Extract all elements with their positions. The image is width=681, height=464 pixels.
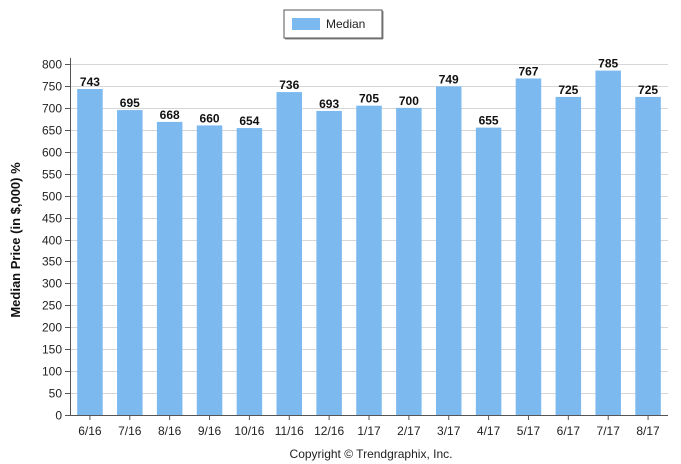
bar-12-16 — [316, 110, 342, 415]
bar-7-17 — [595, 70, 621, 416]
x-tick-label: 1/17 — [357, 424, 381, 438]
x-tick-label: 6/16 — [78, 424, 102, 438]
y-tick-label: 650 — [42, 124, 62, 138]
y-tick-label: 50 — [49, 387, 63, 401]
bar-9-16 — [196, 125, 223, 416]
data-label: 705 — [359, 92, 379, 106]
data-label: 767 — [518, 64, 538, 78]
data-label: 736 — [279, 78, 299, 92]
x-tick-label: 12/16 — [314, 424, 344, 438]
x-tick-label: 8/17 — [636, 424, 660, 438]
y-tick-label: 0 — [55, 409, 62, 423]
bar-8-17 — [635, 96, 661, 415]
bar-8-16 — [156, 121, 183, 415]
data-label: 749 — [439, 72, 459, 86]
data-label: 654 — [239, 114, 259, 128]
x-tick-label: 7/17 — [597, 424, 621, 438]
y-tick-label: 400 — [42, 234, 62, 248]
data-label: 700 — [399, 94, 419, 108]
copyright-text: Copyright © Trendgraphix, Inc. — [290, 447, 453, 461]
data-label: 743 — [80, 75, 100, 89]
legend: Median — [283, 9, 384, 40]
x-tick-label: 7/16 — [118, 424, 142, 438]
y-tick-label: 450 — [42, 212, 62, 226]
plot-area: 0 50 100 150 200 250 300 350 400 450 500 550 600 650 7… — [42, 57, 668, 438]
x-tick-label: 4/17 — [477, 424, 501, 438]
bar-10-16 — [236, 128, 263, 415]
x-tick-label: 8/16 — [158, 424, 182, 438]
data-label: 668 — [160, 108, 180, 122]
y-tick-label: 300 — [42, 277, 62, 291]
data-label: 695 — [120, 96, 140, 110]
y-tick-label: 150 — [42, 343, 62, 357]
x-tick-label: 9/16 — [198, 424, 222, 438]
bar-5-17 — [515, 78, 542, 415]
data-label: 725 — [638, 83, 658, 97]
y-tick-label: 750 — [42, 80, 62, 94]
x-tick-label: 6/17 — [557, 424, 581, 438]
y-tick-label: 550 — [42, 168, 62, 182]
x-tick-label: 3/17 — [437, 424, 461, 438]
data-label: 725 — [558, 83, 578, 97]
y-tick-label: 800 — [42, 58, 62, 72]
y-tick-label: 700 — [42, 102, 62, 116]
x-tick-label: 10/16 — [234, 424, 264, 438]
y-tick-label: 600 — [42, 146, 62, 160]
bar-6-17 — [555, 96, 582, 415]
x-tick-label: 5/17 — [517, 424, 541, 438]
bar-2-17 — [396, 107, 422, 415]
y-tick-label: 200 — [42, 321, 62, 335]
y-tick-label: 250 — [42, 299, 62, 313]
bar-3-17 — [435, 86, 462, 415]
data-label: 693 — [319, 97, 339, 111]
bar-11-16 — [276, 92, 303, 415]
legend-swatch — [292, 18, 320, 30]
data-label: 660 — [200, 111, 220, 125]
x-tick-label: 11/16 — [275, 424, 304, 438]
y-tick-label: 350 — [42, 255, 62, 269]
data-label: 655 — [479, 114, 499, 128]
bar-4-17 — [475, 127, 502, 416]
legend-label-median: Median — [326, 17, 365, 31]
data-label: 785 — [598, 57, 618, 71]
bar-7-16 — [117, 110, 143, 415]
y-axis-label: Median Price (in $,000) % — [8, 162, 23, 318]
x-tick-label: 2/17 — [397, 424, 421, 438]
y-tick-label: 500 — [42, 190, 62, 204]
bar-6-16 — [77, 89, 103, 415]
y-tick-label: 100 — [42, 365, 62, 379]
bar-1-17 — [356, 105, 382, 416]
